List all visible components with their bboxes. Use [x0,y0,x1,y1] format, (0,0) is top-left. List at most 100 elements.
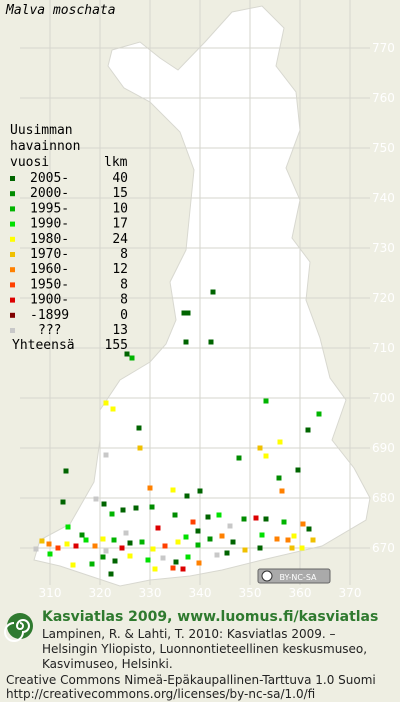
occurrence [185,554,191,560]
occurrence-points [33,289,322,577]
legend-count: 17 [112,217,128,232]
occurrence [295,467,301,473]
occurrence [64,541,70,547]
occurrence [277,439,283,445]
occurrence [291,533,297,539]
legend-swatch [10,328,15,333]
occurrence [184,493,190,499]
occurrence [170,565,176,571]
easting-label: 330 [139,586,162,600]
occurrence [259,532,265,538]
northing-label: 770 [372,41,395,55]
occurrence [257,545,263,551]
legend-count: 12 [112,262,128,277]
legend-swatch [10,297,15,303]
northing-label: 750 [372,141,395,155]
license: Creative Commons Nimeä-Epäkaupallinen-Ta… [6,673,376,687]
occurrence [160,555,166,561]
citation: Helsingin Yliopisto, Luonnontieteellinen… [42,642,367,656]
occurrence [147,485,153,491]
occurrence [103,400,109,406]
occurrence [93,496,99,502]
occurrence [70,562,76,568]
total-label: Yhteensä [12,338,75,353]
occurrence [110,406,116,412]
easting-label: 350 [239,586,262,600]
occurrence [111,537,117,543]
occurrence [145,557,151,563]
occurrence [214,552,220,558]
occurrence [100,554,106,560]
occurrence [210,289,216,295]
occurrence [263,516,269,522]
legend-label: 2000- [30,186,69,201]
legend-swatch [10,206,15,212]
occurrence [127,540,133,546]
finland-outline [33,5,371,587]
occurrence [208,339,214,345]
legend: Uusimman havainnon vuosi lkm 2005- 40 2000… [10,123,128,353]
legend-label: 1970- [30,247,69,262]
occurrence [263,398,269,404]
occurrence [39,538,45,544]
occurrence [155,525,161,531]
total-count: 155 [105,338,128,353]
occurrence [207,536,213,542]
occurrence [92,543,98,549]
occurrence [190,519,196,525]
occurrence [170,487,176,493]
license: http://creativecommons.org/licenses/by-n… [6,687,315,701]
legend-count: 24 [112,232,128,247]
occurrence [162,543,168,549]
occurrence [316,411,322,417]
legend-swatch [10,282,15,288]
occurrence [276,475,282,481]
occurrence [60,499,66,505]
citation: Kasvimuseo, Helsinki. [42,657,173,671]
occurrence [299,545,305,551]
northing-label: 760 [372,91,395,105]
cc-badge: BY-NC-SA [257,568,331,584]
occurrence [47,551,53,557]
occurrence [241,516,247,522]
occurrence [279,488,285,494]
occurrence [124,351,130,357]
species-title: Malva moschata [5,3,116,18]
legend-count: 8 [120,247,128,262]
occurrence [103,452,109,458]
legend-count: 10 [112,201,128,216]
legend-header: vuosi [10,155,49,170]
occurrence [123,530,129,536]
occurrence [152,566,158,572]
occurrence [103,548,109,554]
northing-label: 720 [372,291,395,305]
legend-label: ??? [38,323,61,338]
occurrence [306,526,312,532]
legend-label: -1899 [30,308,69,323]
occurrence [127,553,133,559]
easting-label: 340 [189,586,212,600]
citation: Lampinen, R. & Lahti, T. 2010: Kasviatla… [42,627,336,641]
occurrence [195,542,201,548]
occurrence [63,468,69,474]
occurrence [183,534,189,540]
cc-text: BY-NC-SA [279,573,317,582]
legend-label: 1990- [30,217,69,232]
legend-count: 0 [120,308,128,323]
occurrence [73,543,79,549]
occurrence [136,425,142,431]
legend-label: 1960- [30,262,69,277]
northing-label: 710 [372,341,395,355]
occurrence [230,539,236,545]
occurrence [150,546,156,552]
legend-swatch [10,176,15,181]
occurrence [33,546,39,552]
occurrence [257,445,263,451]
occurrence [216,512,222,518]
easting-label: 320 [89,586,112,600]
occurrence [120,507,126,513]
easting-label: 370 [339,586,362,600]
occurrence [175,539,181,545]
occurrence [185,310,191,316]
legend-swatch [10,267,15,273]
